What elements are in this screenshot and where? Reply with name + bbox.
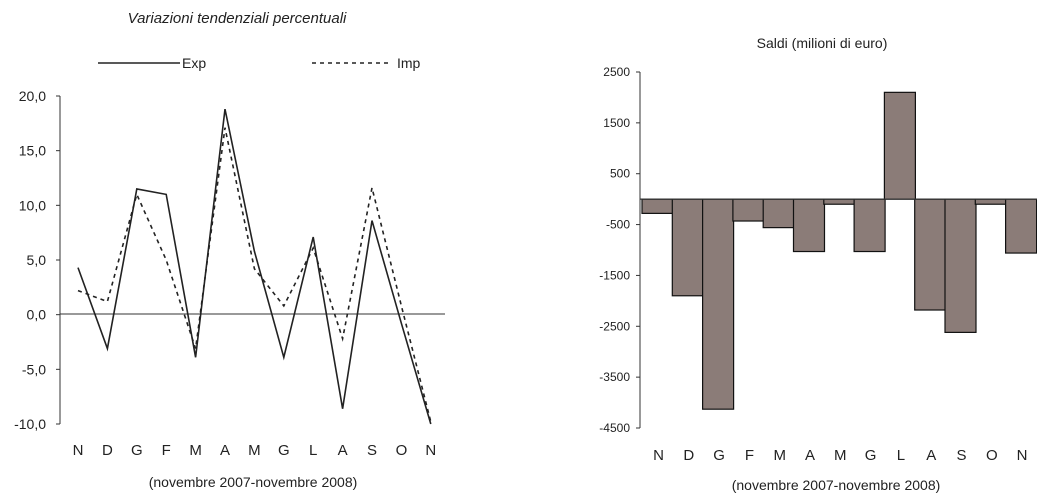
x-tick-label: D [102,442,113,459]
bar [671,198,704,297]
bar [974,198,1007,205]
x-tick-label: A [338,442,348,459]
bar [1004,198,1037,254]
y-ticks: 20,0 15,0 10,0 5,0 0,0 -5,0 -10,0 [14,88,46,432]
bar [823,198,856,205]
y-tick-label: 10,0 [19,197,46,213]
y-tick-label: 5,0 [27,252,47,268]
x-tick-label: N [1017,447,1028,464]
x-tick-label: A [926,447,936,464]
legend-exp-label: Exp [182,55,206,71]
line-chart-title: Variazioni tendenziali percentuali [128,10,347,27]
x-tick-label: G [865,447,877,464]
bar [883,91,917,200]
x-tick-label: L [309,442,317,459]
y-tick-label: 2500 [603,65,630,79]
x-tick-label: S [367,442,377,459]
x-tick-label: L [897,447,905,464]
x-tick-label: F [745,447,754,464]
x-tick-label: F [162,442,171,459]
x-tick-label: G [713,447,725,464]
bar [792,198,826,253]
line-chart: Variazioni tendenziali percentuali Exp I… [14,10,445,490]
x-tick-label: M [834,447,847,464]
x-tick-label: M [773,447,786,464]
x-tick-label: M [189,442,202,459]
y-tick-label: 15,0 [19,143,46,159]
x-tick-label: D [683,447,694,464]
bar [641,198,674,214]
x-tick-label: G [278,442,290,459]
y-tick-label: -4500 [599,421,630,435]
series-exp-line [77,108,432,425]
y-tick-label: 500 [610,167,630,181]
bar-chart-xlabel: (novembre 2007-novembre 2008) [732,477,941,493]
bar [762,198,795,229]
x-tick-label: G [131,442,143,459]
x-tick-label: O [396,442,408,459]
y-tick-marks [56,95,60,425]
y-tick-label: 20,0 [19,88,46,104]
x-tick-label: N [73,442,84,459]
y-tick-marks [636,71,640,429]
x-tick-label: N [653,447,664,464]
y-tick-label: -5,0 [22,361,46,377]
x-tick-label: A [220,442,230,459]
bar-chart: Saldi (milioni di euro) 2500 1500 500 -5… [599,35,1037,493]
x-tick-label: O [986,447,998,464]
legend: Exp Imp [98,55,421,71]
y-tick-label: -2500 [599,319,630,333]
x-tick-label: N [425,442,436,459]
line-chart-xlabel: (novembre 2007-novembre 2008) [149,474,358,490]
bar-chart-title: Saldi (milioni di euro) [757,35,888,51]
x-categories: N D G F M A M G L A S O N [653,447,1027,464]
x-tick-label: M [248,442,261,459]
y-tick-label: -500 [606,218,630,232]
x-categories: N D G F M A M G L A S O N [73,442,437,459]
bar [944,198,977,333]
y-tick-label: 0,0 [27,307,47,323]
y-tick-label: -3500 [599,370,630,384]
bar [853,198,886,253]
legend-imp-label: Imp [397,55,421,71]
y-ticks: 2500 1500 500 -500 -1500 -2500 -3500 -45… [599,65,630,435]
bar [701,198,735,410]
bar [732,198,765,222]
x-tick-label: S [956,447,966,464]
y-tick-label: -10,0 [14,416,46,432]
x-tick-label: A [805,447,815,464]
y-tick-label: 1500 [603,116,630,130]
bar [914,198,947,311]
series-imp-line [77,127,432,423]
bars [641,91,1037,410]
y-tick-label: -1500 [599,268,630,282]
